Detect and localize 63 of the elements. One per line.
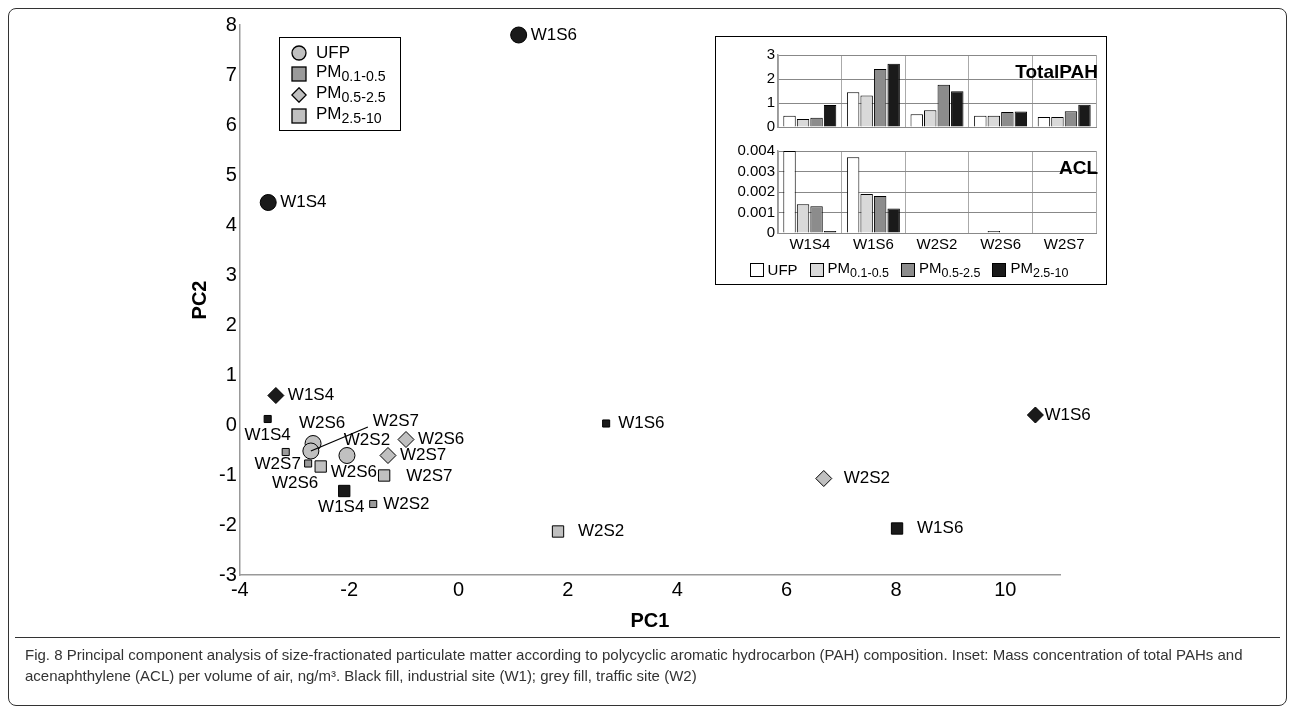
annotation: W1S4 [287,385,335,405]
x-tick-label: W2S2 [916,235,958,253]
x-axis-title: PC1 [630,608,670,631]
x-tick-label: 0 [452,577,465,600]
y-tick-label: 0 [766,117,775,135]
y-tick-label: 0.004 [737,141,775,159]
x-tick-label: W1S6 [852,235,894,253]
y-tick-label: 3 [766,45,775,63]
annotation: W2S2 [578,521,625,541]
legend-label: PM$_{0.1-0.5}$ [316,62,386,85]
legend-label: PM$_{2.5-10}$ [1010,259,1069,280]
legend-label: UFP [316,42,350,63]
legend-label: PM$_{0.5-2.5}$ [316,83,386,106]
y-tick-label: 0.003 [737,161,775,179]
y-tick-label: 3 [225,262,237,285]
y-tick-label: 1 [766,93,775,111]
series-label: UFP [767,261,798,278]
annotation: W1S4 [280,192,327,212]
x-tick-label: 8 [890,577,902,600]
annotation: W2S7 [406,466,453,486]
legend-label: PM$_{2.5-10}$ [316,104,382,127]
annotation: W1S6 [1044,404,1091,424]
x-tick-label: 2 [562,577,574,600]
y-tick-label: 4 [225,212,237,235]
annotation: W2S6 [271,473,319,493]
y-tick-label: -1 [218,462,237,485]
chart-title: TotalPAH [1015,60,1098,82]
y-tick-label: 1 [225,362,237,385]
annotation: W1S6 [917,518,964,538]
annotation: W2S7 [254,453,301,473]
annotation: W2S6 [330,462,378,482]
x-tick-label: -2 [340,577,359,600]
y-axis-title: PC2 [187,280,210,320]
y-tick-label: 5 [225,162,237,185]
y-tick-label: 8 [225,12,237,35]
y-tick-label: 2 [766,69,775,87]
y-tick-label: 0.001 [737,202,775,220]
x-tick-label: 10 [994,577,1017,600]
annotation: W1S4 [318,496,365,516]
annotation: W2S2 [343,430,391,450]
x-tick-label: W2S7 [1043,235,1085,253]
annotation: W1S6 [618,413,665,433]
y-tick-label: 0 [225,412,237,435]
annotation: W1S4 [244,424,291,444]
annotation: W2S7 [372,410,420,430]
caption: Fig. 8 Principal component analysis of size-fractionated particulate matter according to polycyclic aromatic hydrocarbon (PAH) composition. Inset: Mass concentration of total PAHs and acenaphthylene (ACL) per volume of air, ng/m³. Black fill, industrial site (W1); grey fill, traffic site (W2) [25,645,1244,686]
x-tick-label: 6 [781,577,793,600]
chart-title: ACL [1058,156,1099,178]
x-tick-label: W1S4 [789,235,831,253]
y-tick-label: -2 [218,512,237,535]
y-tick-label: 7 [225,62,237,85]
y-tick-label: 0.002 [737,182,775,200]
y-tick-label: 2 [225,312,237,335]
annotation: W2S2 [383,493,430,513]
annotation: W2S6 [298,413,346,433]
annotation: W2S2 [843,468,891,488]
annotation: W1S6 [530,24,577,44]
x-tick-label: 4 [671,577,683,600]
x-tick-label: W2S6 [980,235,1022,253]
y-tick-label: 6 [225,112,237,135]
y-tick-label: 0 [766,223,775,241]
legend-label: PM$_{0.1-0.5}$ [827,259,890,280]
legend-label: PM$_{0.5-2.5}$ [919,259,981,280]
